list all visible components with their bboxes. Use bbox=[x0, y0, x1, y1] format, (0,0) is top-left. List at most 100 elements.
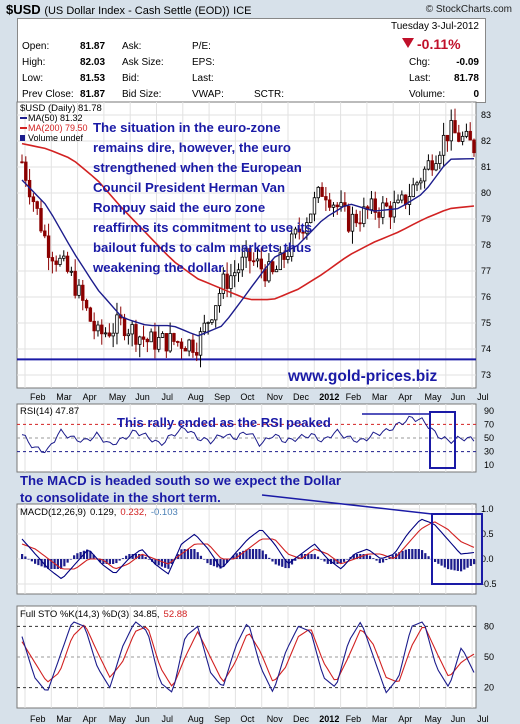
value-open: 81.87 bbox=[80, 41, 106, 52]
macd-pointer-line bbox=[261, 494, 433, 515]
label-prev-close: Prev Close: bbox=[22, 89, 74, 100]
price-tick-label: 81 bbox=[481, 162, 491, 172]
x-tick-label: May bbox=[425, 392, 443, 402]
macd-histogram-bar bbox=[407, 549, 411, 559]
macd-histogram-bar bbox=[47, 559, 50, 569]
macd-histogram-bar bbox=[144, 556, 147, 559]
candle-body bbox=[278, 252, 282, 271]
macd-histogram-bar bbox=[391, 555, 394, 559]
exchange: ICE bbox=[233, 5, 252, 17]
macd-histogram-bar bbox=[404, 549, 407, 559]
macd-histogram-bar bbox=[69, 558, 72, 560]
macd-histogram-bar bbox=[154, 559, 157, 565]
candle-body bbox=[107, 332, 112, 337]
macd-histogram-bar bbox=[414, 549, 417, 559]
macd-histogram-bar bbox=[310, 554, 313, 559]
macd-histogram-bar bbox=[443, 559, 446, 568]
macd-histogram-bar bbox=[60, 559, 63, 569]
macd-histogram-bar bbox=[73, 555, 76, 559]
macd-histogram-bar bbox=[342, 559, 346, 562]
candle-body bbox=[62, 255, 66, 259]
macd-histogram-bar bbox=[450, 559, 453, 570]
x-tick-label: Mar bbox=[372, 392, 388, 402]
candle-body bbox=[286, 256, 290, 260]
candle-body bbox=[472, 139, 476, 154]
change-down-icon bbox=[401, 36, 415, 55]
macd-histogram-bar bbox=[219, 559, 222, 569]
candle-body bbox=[111, 332, 115, 337]
macd-histogram-bar bbox=[381, 559, 385, 563]
macd-tick-label: 0.5 bbox=[481, 529, 494, 539]
macd-histogram-bar bbox=[66, 559, 69, 563]
macd-histogram-bar bbox=[99, 559, 102, 563]
candle-body bbox=[46, 235, 51, 258]
quote-box: Open: 81.87 High: 82.03 Low: 81.53 Prev … bbox=[17, 18, 486, 103]
symbol-title: $USD (US Dollar Index - Cash Settle (EOD… bbox=[6, 2, 252, 17]
macd-histogram-bar bbox=[290, 559, 294, 565]
label-sctr: SCTR: bbox=[254, 89, 284, 100]
price-tick-label: 78 bbox=[481, 240, 491, 250]
candle-body bbox=[77, 284, 81, 296]
macd-histogram-bar bbox=[466, 559, 469, 568]
value-high: 82.03 bbox=[80, 57, 106, 68]
candle-body bbox=[96, 324, 100, 332]
legend-volume-swatch bbox=[20, 135, 25, 141]
change-percent: -0.11% bbox=[417, 36, 461, 52]
legend-signal-value: 0.232, bbox=[120, 507, 146, 518]
macd-histogram-bar bbox=[320, 559, 323, 560]
legend-sto-label: Full STO %K(14,3) %D(3) bbox=[20, 609, 129, 620]
rsi-tick-label: 10 bbox=[484, 460, 494, 470]
rsi-tick-label: 50 bbox=[484, 433, 494, 443]
candle-body bbox=[157, 337, 161, 350]
macd-histogram-bar bbox=[440, 559, 443, 566]
candle-body bbox=[168, 333, 172, 352]
candle-body bbox=[411, 184, 415, 197]
x-tick-label: 2012 bbox=[319, 392, 339, 402]
macd-histogram-bar bbox=[89, 551, 92, 559]
macd-histogram-bar bbox=[76, 553, 79, 559]
macd-histogram-bar bbox=[40, 559, 43, 567]
candle-body bbox=[39, 208, 43, 232]
candle-body bbox=[160, 333, 165, 338]
candle-body bbox=[445, 134, 450, 142]
candle-body bbox=[88, 307, 93, 322]
candle-body bbox=[384, 202, 389, 207]
candle-body bbox=[453, 120, 457, 134]
macd-histogram-bar bbox=[365, 554, 368, 559]
x-tick-label: Jun bbox=[135, 714, 150, 724]
macd-histogram-bar bbox=[424, 553, 427, 559]
candle-body bbox=[24, 161, 28, 181]
macd-histogram-bar bbox=[261, 550, 264, 559]
symbol-description: (US Dollar Index - Cash Settle (EOD)) bbox=[44, 5, 230, 17]
candle-body bbox=[103, 332, 108, 335]
candle-body bbox=[179, 341, 184, 349]
macd-histogram-bar bbox=[108, 559, 111, 564]
macd-histogram-bar bbox=[209, 559, 212, 565]
macd-histogram-bar bbox=[245, 549, 248, 559]
macd-histogram-bar bbox=[121, 558, 125, 559]
macd-annotation-line-2: to consolidate in the short term. bbox=[20, 490, 221, 505]
annotation-line-6: reaffirms its commitment to use its bbox=[93, 220, 312, 235]
price-tick-label: 73 bbox=[481, 370, 491, 380]
candle-body bbox=[396, 199, 400, 204]
candle-body bbox=[138, 336, 142, 345]
x-tick-label: May bbox=[425, 714, 443, 724]
candle-body bbox=[54, 260, 58, 265]
macd-histogram-bar bbox=[300, 554, 303, 559]
macd-histogram-bar bbox=[50, 559, 53, 569]
annotation-line-5: Rompuy said the euro zone bbox=[93, 200, 265, 215]
candle-body bbox=[202, 322, 207, 333]
macd-histogram-bar bbox=[21, 554, 24, 559]
macd-histogram-bar bbox=[473, 559, 476, 565]
main-annotation: The situation in the euro-zone remains d… bbox=[92, 120, 312, 275]
candle-body bbox=[187, 339, 191, 352]
candle-body bbox=[362, 206, 366, 224]
macd-histogram-bar bbox=[248, 549, 251, 559]
x-tick-label: Mar bbox=[56, 392, 72, 402]
label-bid-size: Bid Size: bbox=[122, 89, 162, 100]
macd-histogram-bar bbox=[326, 559, 329, 564]
macd-histogram-bar bbox=[199, 555, 203, 559]
annotation-line-3: strengthened when the European bbox=[93, 160, 302, 175]
macd-histogram-bar bbox=[183, 549, 186, 559]
